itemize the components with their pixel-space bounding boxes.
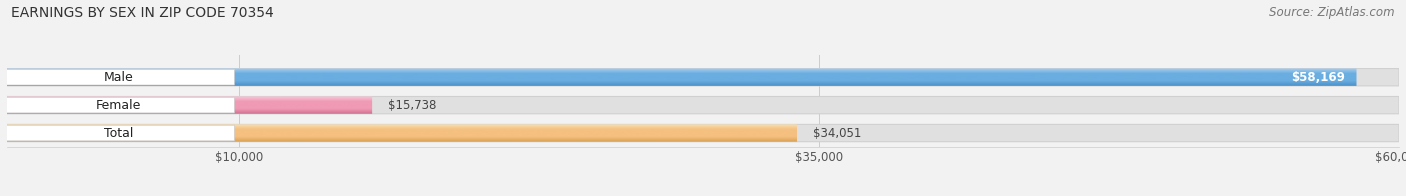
Text: Total: Total	[104, 127, 134, 140]
FancyBboxPatch shape	[3, 125, 235, 141]
FancyBboxPatch shape	[7, 124, 1399, 142]
Text: $34,051: $34,051	[813, 127, 862, 140]
FancyBboxPatch shape	[3, 97, 235, 113]
FancyBboxPatch shape	[7, 69, 1399, 86]
FancyBboxPatch shape	[3, 69, 235, 85]
Text: EARNINGS BY SEX IN ZIP CODE 70354: EARNINGS BY SEX IN ZIP CODE 70354	[11, 6, 274, 20]
Text: Male: Male	[104, 71, 134, 84]
Text: Source: ZipAtlas.com: Source: ZipAtlas.com	[1270, 6, 1395, 19]
Text: Female: Female	[96, 99, 141, 112]
Text: $58,169: $58,169	[1291, 71, 1346, 84]
Text: $15,738: $15,738	[388, 99, 437, 112]
FancyBboxPatch shape	[7, 96, 1399, 114]
